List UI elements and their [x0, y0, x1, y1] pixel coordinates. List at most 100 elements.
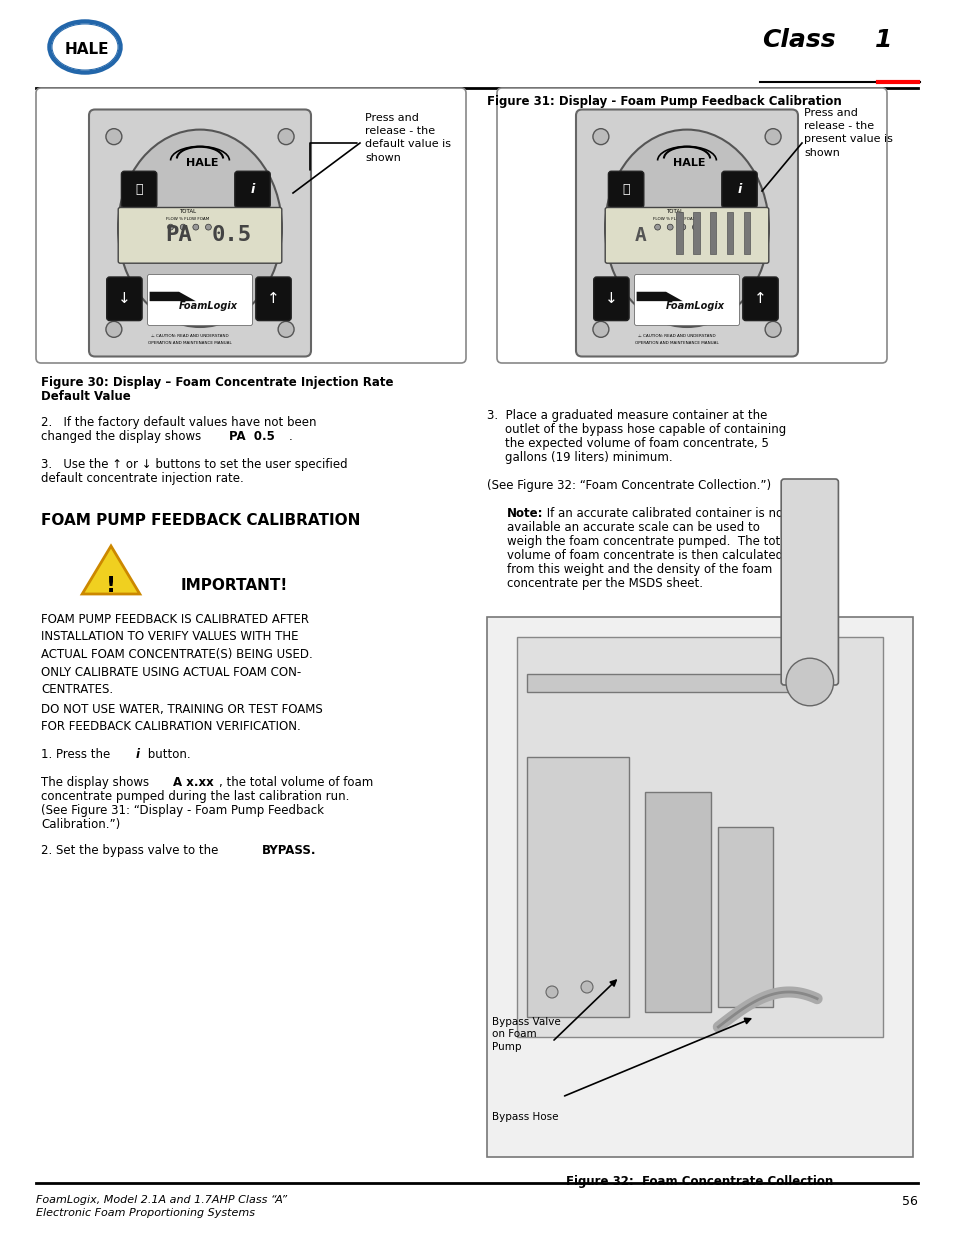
Bar [644, 792, 710, 1011]
Text: Bypass Hose: Bypass Hose [492, 1112, 558, 1123]
Text: PA: PA [166, 225, 193, 246]
Bar [526, 674, 790, 692]
Text: ⚠ CAUTION: READ AND UNDERSTAND: ⚠ CAUTION: READ AND UNDERSTAND [151, 335, 228, 338]
Text: 3.  Place a graduated measure container at the: 3. Place a graduated measure container a… [486, 409, 766, 422]
Text: Calibration.”): Calibration.”) [41, 818, 120, 831]
Bar [709, 212, 716, 254]
FancyBboxPatch shape [576, 110, 797, 357]
Text: concentrate pumped during the last calibration run.: concentrate pumped during the last calib… [41, 790, 349, 803]
Circle shape [666, 225, 673, 230]
Text: concentrate per the MSDS sheet.: concentrate per the MSDS sheet. [506, 577, 702, 590]
Ellipse shape [118, 130, 281, 327]
Circle shape [278, 321, 294, 337]
Text: ⏻: ⏻ [621, 183, 629, 196]
Text: 3.   Use the ↑ or ↓ buttons to set the user specified: 3. Use the ↑ or ↓ buttons to set the use… [41, 458, 347, 471]
Polygon shape [150, 291, 195, 301]
Ellipse shape [604, 130, 768, 327]
Circle shape [764, 321, 781, 337]
Circle shape [593, 321, 608, 337]
FancyBboxPatch shape [781, 479, 838, 685]
Text: FLOW % FLOW FOAM: FLOW % FLOW FOAM [166, 217, 209, 221]
Text: Note:: Note: [506, 508, 543, 520]
Text: , the total volume of foam: , the total volume of foam [219, 776, 373, 789]
Text: ⚠ CAUTION: READ AND UNDERSTAND: ⚠ CAUTION: READ AND UNDERSTAND [637, 335, 715, 338]
Text: Figure 32:  Foam Concentrate Collection: Figure 32: Foam Concentrate Collection [566, 1174, 833, 1188]
FancyBboxPatch shape [721, 172, 757, 207]
Text: OPERATION AND MAINTENANCE MANUAL: OPERATION AND MAINTENANCE MANUAL [634, 341, 718, 346]
FancyBboxPatch shape [604, 207, 768, 263]
Circle shape [545, 986, 558, 998]
Bar [676, 212, 682, 254]
Circle shape [168, 225, 173, 230]
Text: i: i [136, 748, 140, 761]
Circle shape [692, 225, 698, 230]
Text: ↑: ↑ [267, 291, 279, 306]
Text: FoamLogix: FoamLogix [665, 301, 724, 311]
Circle shape [278, 128, 294, 144]
Text: ⏻: ⏻ [135, 183, 143, 196]
Text: default concentrate injection rate.: default concentrate injection rate. [41, 472, 244, 485]
FancyBboxPatch shape [118, 207, 281, 263]
Text: weigh the foam concentrate pumped.  The total: weigh the foam concentrate pumped. The t… [506, 535, 790, 548]
Text: .: . [289, 430, 293, 443]
FancyBboxPatch shape [742, 277, 778, 321]
Text: DO NOT USE WATER, TRAINING OR TEST FOAMS
FOR FEEDBACK CALIBRATION VERIFICATION.: DO NOT USE WATER, TRAINING OR TEST FOAMS… [41, 703, 322, 734]
Text: 2. Set the bypass valve to the: 2. Set the bypass valve to the [41, 844, 222, 857]
Text: The display shows: The display shows [41, 776, 152, 789]
FancyBboxPatch shape [593, 277, 628, 321]
Text: button.: button. [144, 748, 191, 761]
Text: volume of foam concentrate is then calculated: volume of foam concentrate is then calcu… [506, 550, 782, 562]
Text: 0.5: 0.5 [212, 225, 252, 246]
Text: i: i [250, 183, 254, 196]
Text: the expected volume of foam concentrate, 5: the expected volume of foam concentrate,… [504, 437, 768, 450]
Text: 2.   If the factory default values have not been: 2. If the factory default values have no… [41, 416, 316, 429]
Text: Figure 30: Display – Foam Concentrate Injection Rate: Figure 30: Display – Foam Concentrate In… [41, 375, 393, 389]
Bar [726, 212, 733, 254]
Text: FoamLogix: FoamLogix [179, 301, 237, 311]
Text: (See Figure 32: “Foam Concentrate Collection.”): (See Figure 32: “Foam Concentrate Collec… [486, 479, 770, 492]
Text: i: i [737, 183, 740, 196]
FancyBboxPatch shape [608, 172, 643, 207]
Text: Electronic Foam Proportioning Systems: Electronic Foam Proportioning Systems [36, 1208, 254, 1218]
Text: changed the display shows: changed the display shows [41, 430, 205, 443]
FancyBboxPatch shape [255, 277, 291, 321]
Text: PA  0.5: PA 0.5 [229, 430, 274, 443]
Circle shape [205, 225, 212, 230]
Text: (See Figure 31: “Display - Foam Pump Feedback: (See Figure 31: “Display - Foam Pump Fee… [41, 804, 324, 818]
Text: A x.xx: A x.xx [172, 776, 213, 789]
Text: Figure 31: Display - Foam Pump Feedback Calibration: Figure 31: Display - Foam Pump Feedback … [486, 95, 841, 107]
Text: Press and
release - the
present value is
shown: Press and release - the present value is… [803, 107, 892, 158]
Text: FOAM PUMP FEEDBACK CALIBRATION: FOAM PUMP FEEDBACK CALIBRATION [41, 513, 360, 529]
Text: 1: 1 [874, 28, 891, 52]
Bar [693, 212, 699, 254]
FancyBboxPatch shape [121, 172, 156, 207]
Text: FLOW % FLOW FOAM: FLOW % FLOW FOAM [652, 217, 696, 221]
Text: TOTAL: TOTAL [665, 210, 682, 215]
Text: IMPORTANT!: IMPORTANT! [181, 578, 288, 594]
Circle shape [593, 128, 608, 144]
Text: HALE: HALE [672, 158, 704, 168]
Text: HALE: HALE [65, 42, 110, 57]
Polygon shape [636, 291, 682, 301]
Circle shape [106, 321, 122, 337]
FancyBboxPatch shape [89, 110, 311, 357]
Circle shape [106, 128, 122, 144]
FancyBboxPatch shape [148, 274, 253, 326]
FancyBboxPatch shape [497, 88, 886, 363]
Circle shape [193, 225, 198, 230]
Text: available an accurate scale can be used to: available an accurate scale can be used … [506, 521, 760, 534]
Text: If an accurate calibrated container is not: If an accurate calibrated container is n… [542, 508, 787, 520]
Text: Default Value: Default Value [41, 390, 131, 403]
Text: HALE: HALE [186, 158, 218, 168]
Text: gallons (19 liters) minimum.: gallons (19 liters) minimum. [504, 451, 672, 464]
Text: Press and
release - the
default value is
shown: Press and release - the default value is… [365, 112, 451, 163]
Text: 56: 56 [902, 1195, 917, 1208]
Bar [718, 827, 772, 1007]
Circle shape [764, 128, 781, 144]
Circle shape [785, 658, 833, 705]
Text: from this weight and the density of the foam: from this weight and the density of the … [506, 563, 771, 576]
Circle shape [679, 225, 685, 230]
Text: BYPASS.: BYPASS. [262, 844, 316, 857]
Circle shape [654, 225, 659, 230]
Text: FOAM PUMP FEEDBACK IS CALIBRATED AFTER
INSTALLATION TO VERIFY VALUES WITH THE
AC: FOAM PUMP FEEDBACK IS CALIBRATED AFTER I… [41, 613, 313, 697]
